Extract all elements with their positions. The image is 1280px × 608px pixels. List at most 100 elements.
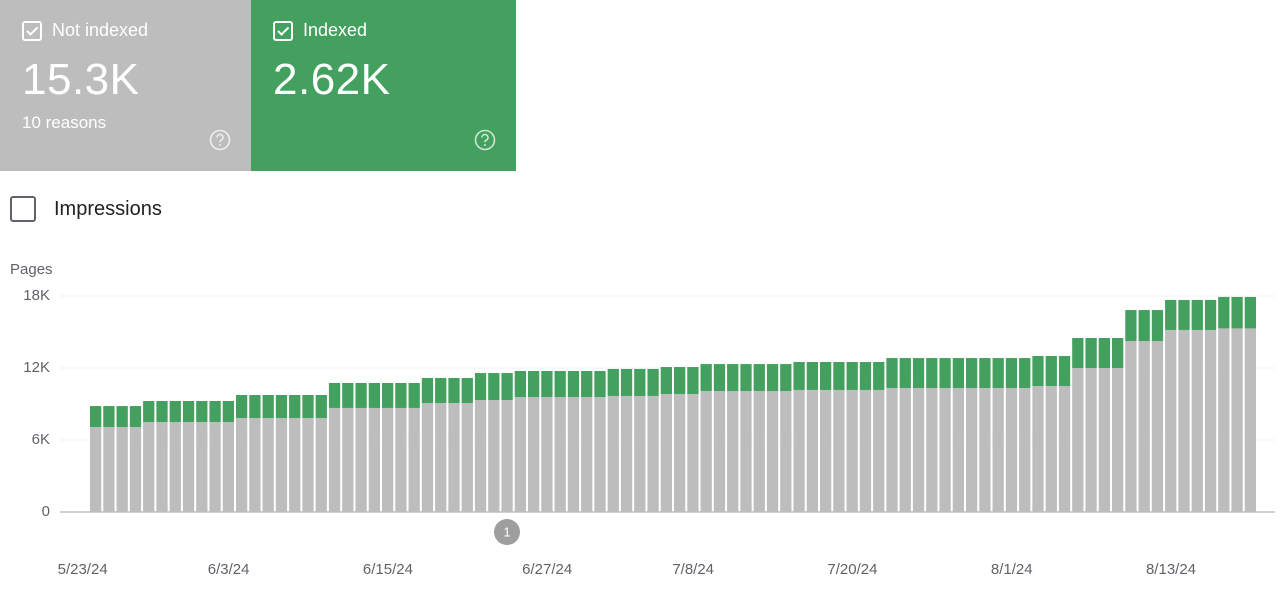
bar-segment (143, 422, 155, 512)
bar-segment (421, 377, 434, 404)
bar-segment (1085, 338, 1097, 368)
checkbox[interactable] (10, 196, 36, 222)
x-tick-label: 6/27/24 (522, 561, 572, 578)
bar-segment (793, 362, 805, 390)
not-indexed-card[interactable]: Not indexed 15.3K 10 reasons (0, 0, 251, 171)
bar-segment (1165, 299, 1177, 330)
bar-segment (1231, 328, 1243, 512)
bar-segment (846, 362, 858, 390)
bar-segment (1005, 358, 1018, 389)
bar-segment (1138, 341, 1150, 512)
bar-segment (474, 400, 487, 512)
bar-segment (899, 358, 911, 389)
bar-segment (992, 358, 1004, 389)
bar-segment (116, 406, 128, 428)
bar-segment (966, 358, 978, 389)
bar-segment (979, 388, 991, 512)
help-icon[interactable] (209, 129, 231, 151)
x-tick-label: 6/3/24 (208, 561, 250, 578)
bar-segment (820, 389, 832, 512)
bar-segment (886, 388, 898, 512)
bar-segment (634, 395, 646, 512)
bar-segment (143, 401, 155, 422)
bar-segment (727, 391, 739, 512)
annotation-marker (494, 519, 520, 545)
bar-segment (302, 395, 314, 419)
bar-segment (302, 418, 314, 512)
bar-segment (328, 407, 341, 512)
bar-segment (780, 364, 792, 392)
bar-segment (833, 362, 845, 390)
bar-segment (249, 395, 261, 419)
bar-segment (859, 362, 872, 390)
bar-segment (766, 364, 779, 392)
bar-segment (1218, 296, 1230, 329)
card-label-row: Not indexed (22, 20, 229, 41)
bar-segment (992, 388, 1004, 512)
bar-segment (634, 368, 646, 396)
bar-segment (607, 395, 619, 512)
bar-segment (1058, 386, 1071, 512)
bar-segment (873, 362, 885, 390)
bar-segment (342, 407, 354, 512)
help-icon[interactable] (474, 129, 496, 151)
bar-segment (222, 422, 234, 512)
bar-segment (421, 403, 434, 512)
bar-segment (647, 368, 659, 396)
indexed-card[interactable]: Indexed 2.62K (251, 0, 516, 171)
bar-segment (342, 383, 354, 408)
bar-segment (103, 427, 115, 512)
bar-segment (793, 389, 805, 512)
bar-segment (488, 400, 500, 512)
bar-segment (1231, 296, 1243, 329)
bar-segment (1098, 338, 1110, 368)
bar-segment (1151, 310, 1164, 341)
bar-segment (674, 367, 686, 395)
bar-segment (1204, 329, 1217, 512)
bar-segment (674, 394, 686, 512)
bar-segment (262, 395, 274, 419)
bar-segment (355, 383, 367, 408)
bar-segment (514, 371, 526, 398)
bar-segment (1032, 356, 1044, 386)
bar-segment (780, 391, 792, 512)
bar-segment (1112, 368, 1124, 512)
bar-segment (581, 397, 593, 512)
bar-segment (528, 371, 540, 398)
bar-segment (594, 397, 606, 512)
bar-segment (315, 395, 327, 419)
bar-segment (501, 400, 513, 512)
bar-segment (129, 406, 142, 428)
bar-segment (169, 401, 181, 422)
checkbox-icon (22, 20, 42, 41)
bar-segment (448, 403, 460, 512)
bar-segment (1178, 329, 1190, 512)
card-label: Not indexed (52, 20, 149, 40)
y-tick-label: 18K (23, 287, 50, 304)
bar-segment (182, 401, 195, 422)
bar-segment (169, 422, 181, 512)
bar-segment (766, 391, 779, 512)
checkbox-icon (273, 20, 293, 41)
bar-segment (116, 427, 128, 512)
card-label: Indexed (303, 20, 368, 40)
bar-segment (806, 389, 818, 512)
bar-segment (129, 427, 142, 512)
x-tick-label: 8/1/24 (991, 561, 1033, 578)
bar-segment (846, 389, 858, 512)
bar-segment (328, 383, 341, 408)
bar-segment (1191, 329, 1203, 512)
bar-segment (939, 358, 951, 389)
bar-segment (939, 388, 951, 512)
y-tick-label: 6K (32, 431, 50, 448)
bar-segment (554, 371, 566, 398)
bar-segment (607, 368, 619, 396)
toggle-label: Impressions (54, 197, 162, 220)
bar-segment (713, 364, 726, 392)
bar-segment (461, 403, 473, 512)
bar-segment (820, 362, 832, 390)
impressions-toggle[interactable]: Impressions (10, 196, 162, 222)
card-value: 15.3K (22, 55, 140, 104)
bar-segment (1244, 328, 1256, 512)
